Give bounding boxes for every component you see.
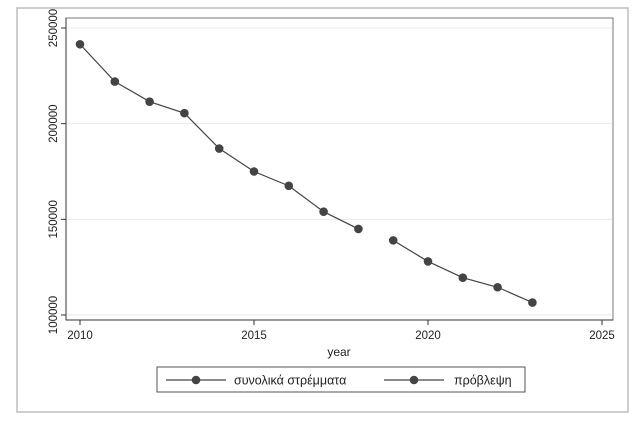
x-tick-label: 2010 xyxy=(67,330,93,342)
axes xyxy=(65,18,613,321)
data-point xyxy=(75,39,85,49)
legend-label: συνολικά στρέμματα xyxy=(234,374,346,388)
data-point xyxy=(284,181,294,191)
x-axis-title: year xyxy=(327,345,350,359)
plot-area xyxy=(65,17,614,321)
data-point xyxy=(528,298,537,307)
y-tick-label: 150000 xyxy=(48,200,60,238)
data-point xyxy=(110,77,120,86)
x-axis-ticks: 2010 2015 2020 2025 xyxy=(67,320,615,342)
legend-label: πρόβλεψη xyxy=(454,374,512,388)
series-layer xyxy=(75,39,537,307)
y-axis-ticks: 100000 150000 200000 250000 xyxy=(48,9,66,334)
y-tick-label: 200000 xyxy=(48,104,60,142)
data-point xyxy=(493,282,502,292)
y-tick-label: 250000 xyxy=(48,9,60,47)
data-point xyxy=(423,257,433,266)
legend-marker xyxy=(409,375,419,385)
data-point xyxy=(180,108,189,118)
data-point xyxy=(319,207,328,216)
x-tick-label: 2025 xyxy=(589,330,615,342)
legend-item: συνολικά στρέμματα xyxy=(166,374,346,388)
legend-item: πρόβλεψη xyxy=(384,374,512,388)
data-point xyxy=(214,144,224,153)
x-tick-label: 2015 xyxy=(241,330,267,342)
legend-marker xyxy=(191,375,201,385)
data-point xyxy=(354,224,363,234)
legend: συνολικά στρέμματα πρόβλεψη xyxy=(156,366,526,393)
y-tick-label: 100000 xyxy=(48,296,60,334)
x-tick-label: 2020 xyxy=(415,330,441,342)
data-point xyxy=(249,167,259,176)
data-point xyxy=(145,97,154,106)
data-point xyxy=(458,273,468,282)
data-point xyxy=(388,236,398,245)
